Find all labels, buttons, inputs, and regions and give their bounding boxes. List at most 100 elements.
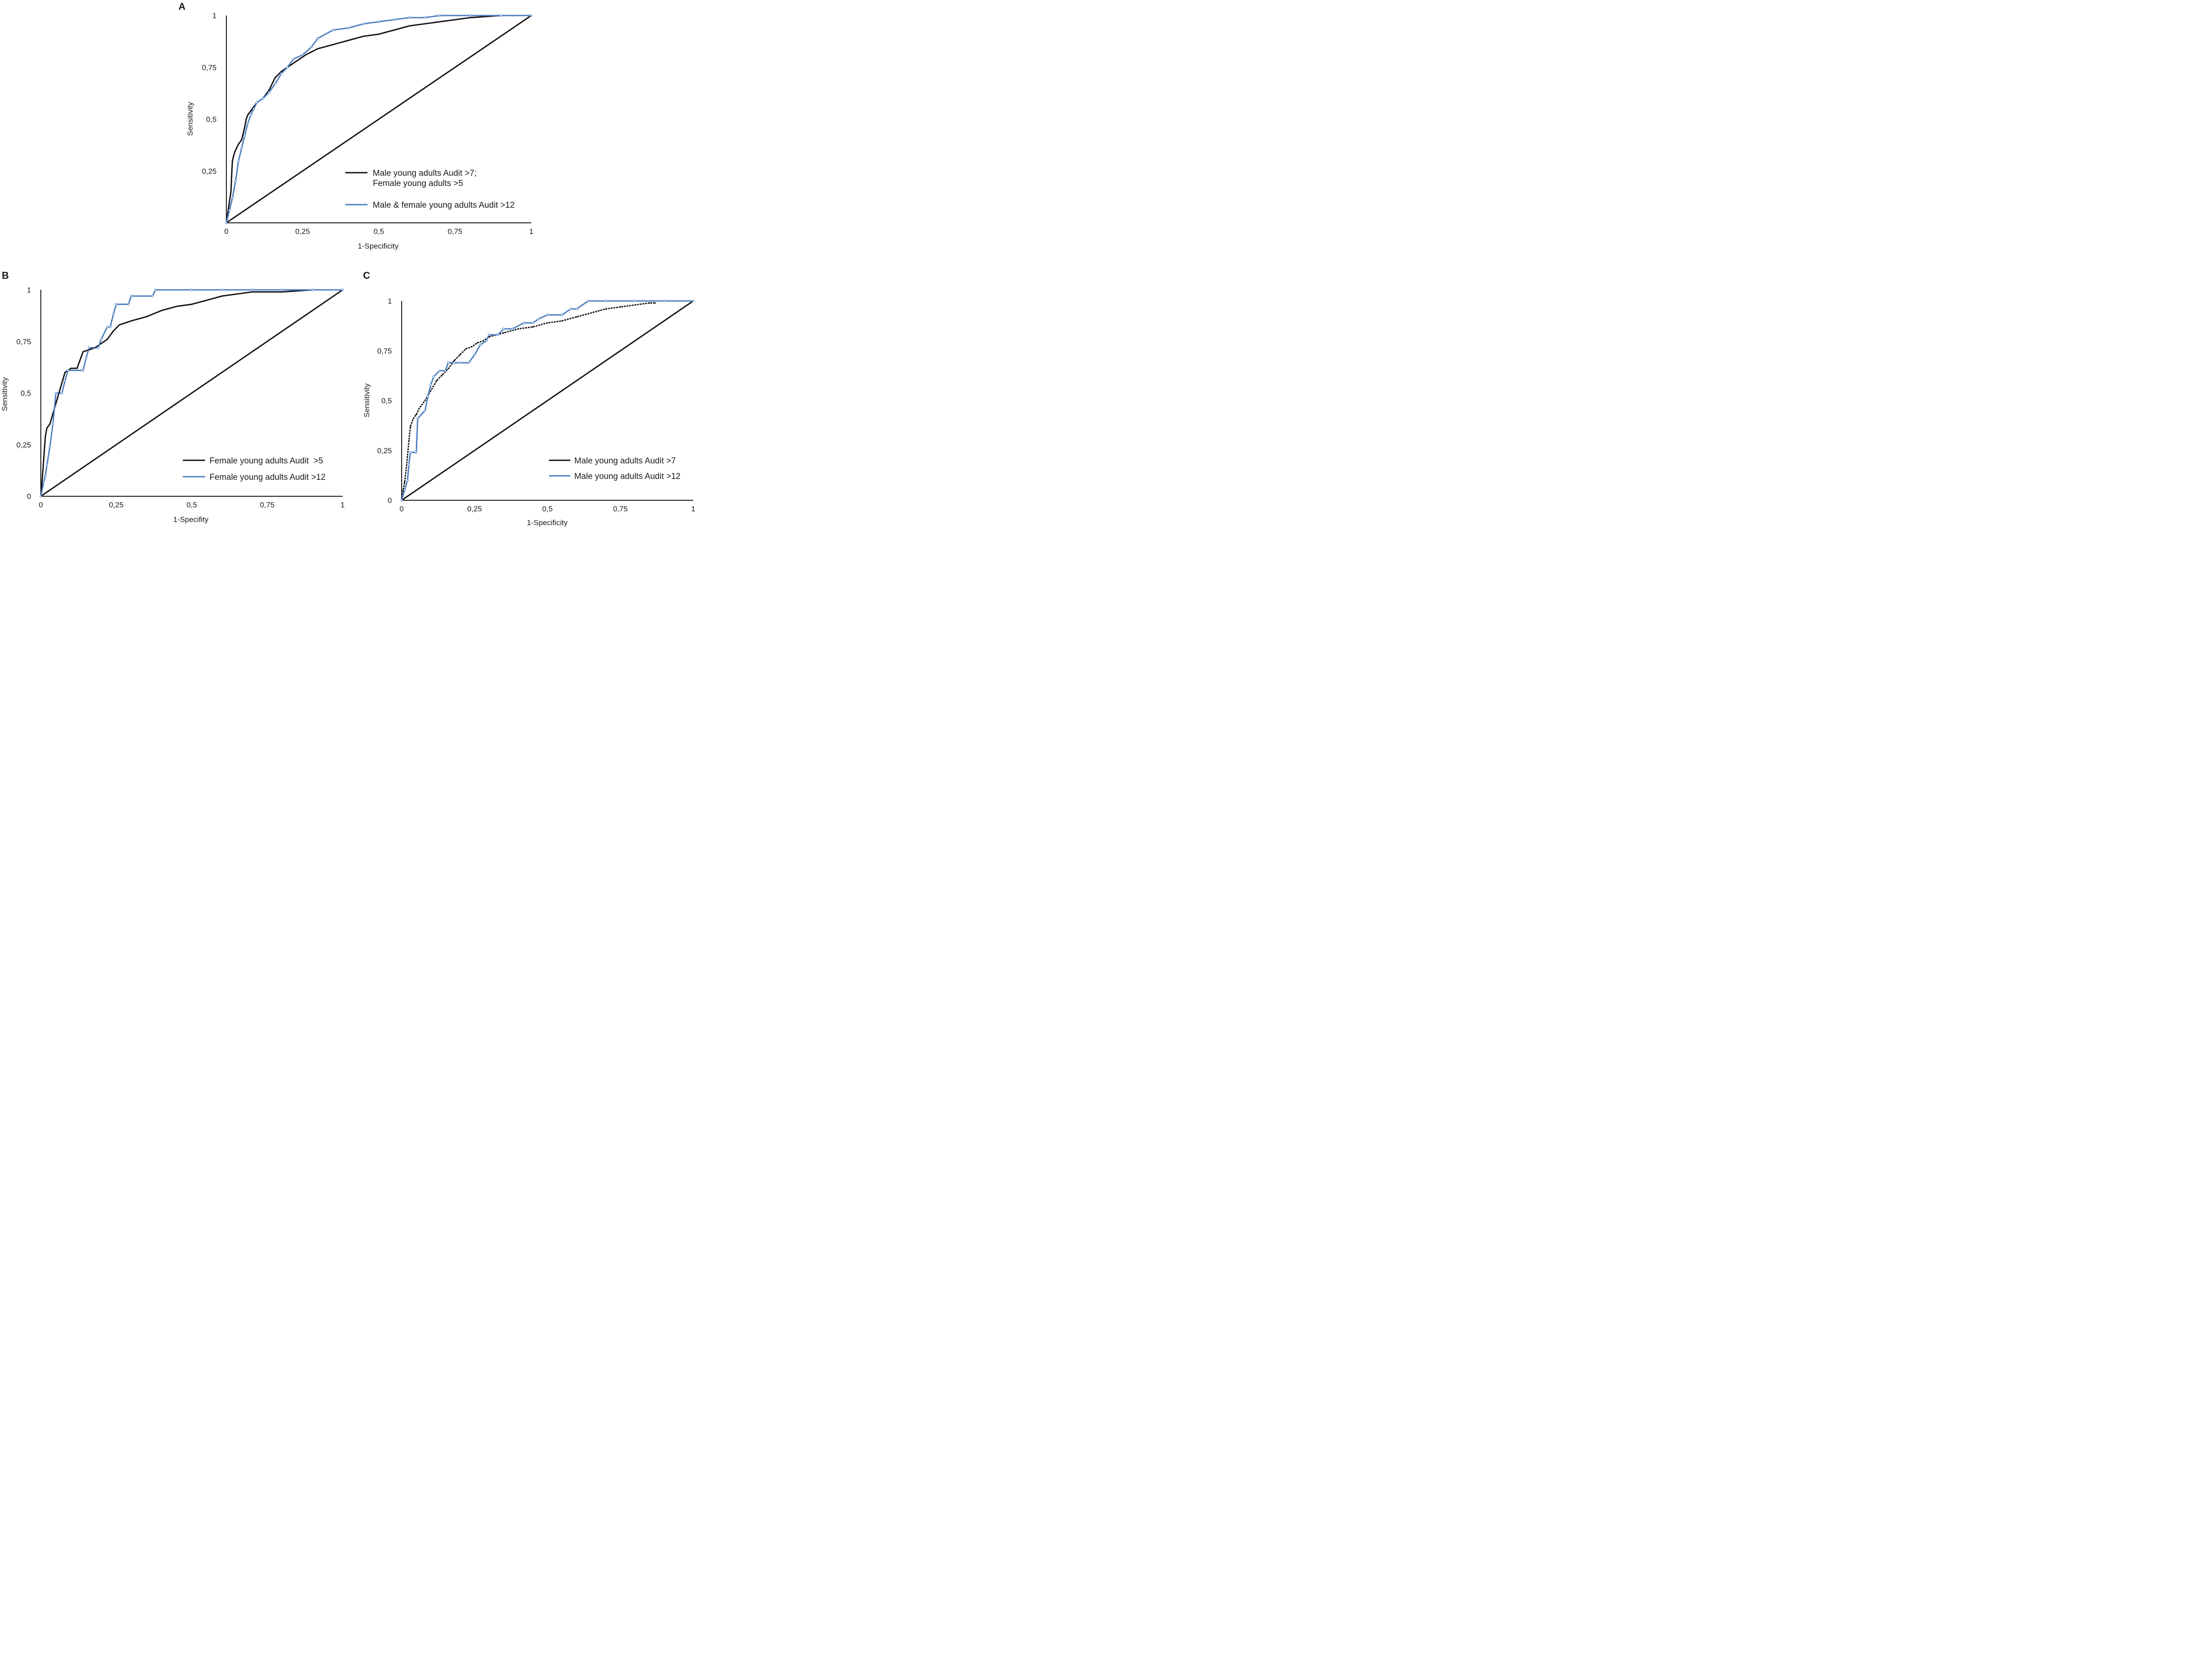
panel-b-ytick-1: 0,25 <box>16 441 31 449</box>
panel-c-series-1-point <box>405 470 407 471</box>
panel-a-series-1-point <box>424 23 425 25</box>
panel-c-xtick-4: 1 <box>691 505 695 513</box>
panel-a-series-2-point <box>530 14 533 17</box>
panel-b-series-1-point <box>49 423 51 425</box>
panel-a-series-2-point <box>237 159 240 162</box>
panel-a-series-1-point <box>229 201 230 203</box>
panel-b-series-1-point <box>61 382 63 384</box>
panel-b-series-2-point <box>63 379 67 382</box>
panel-b-ylabel: Sensitivity <box>0 377 9 411</box>
panel-b-series-2-point <box>82 369 85 372</box>
panel-b-xtick-0: 0 <box>39 501 43 509</box>
panel-a-series-1-point <box>230 191 232 193</box>
panel-c: C 0 0,25 0,5 0,75 1 0 0,25 0,5 0,75 1 Sensitivit… <box>363 270 695 527</box>
panel-c-series-1-line <box>401 302 656 501</box>
panel-b-y-ticks: 0 0,25 0,5 0,75 1 <box>16 286 31 501</box>
panel-c-series-2-point <box>444 369 447 372</box>
panel-c-series-1-point <box>517 328 519 330</box>
panel-a-series-1-point <box>253 106 255 107</box>
panel-c-series-2-point <box>415 451 418 454</box>
panel-a-xlabel: 1-Specificity <box>358 242 399 250</box>
panel-a-series-2-point <box>393 18 395 21</box>
panel-a-series-2-point <box>423 16 426 19</box>
panel-c-series-2-point <box>447 361 450 364</box>
panel-b-xtick-1: 0,25 <box>109 501 123 509</box>
panel-c-series-1-point <box>547 322 548 324</box>
panel-a-series-2-point <box>377 20 380 23</box>
panel-c-ytick-3: 0,75 <box>377 347 392 355</box>
panel-b-series-2-point <box>341 289 344 291</box>
panel-c-series-1-point <box>436 380 438 381</box>
panel-c-series-2-point <box>575 308 578 310</box>
panel-a-series-2-point <box>228 209 231 212</box>
panel-c-series-2-point <box>692 300 695 302</box>
panel-c-series-1-point <box>407 455 408 457</box>
panel-c-series-2-point <box>423 409 427 412</box>
panel-a-series-2-point <box>268 91 270 94</box>
panel-c-series-1-point <box>419 408 420 409</box>
panel-b-series-1-point <box>146 316 147 317</box>
panel-a-ylabel: Sensitivity <box>186 102 194 136</box>
panel-c-series-1-point <box>620 306 621 308</box>
panel-b-series-1-point <box>100 343 102 344</box>
panel-b-series-1-point <box>70 368 72 369</box>
panel-c-series-1-point <box>605 308 607 310</box>
panel-a-series-2-point <box>438 14 441 17</box>
panel-c-series-1-point <box>430 390 432 392</box>
panel-a-series-1-point <box>470 17 471 19</box>
panel-b-letter: B <box>2 270 9 281</box>
panel-b-series-1-point <box>221 295 223 297</box>
panel-b-series-2-point <box>60 392 63 395</box>
panel-c-series-1-point <box>634 304 636 306</box>
panel-b-series-1-point <box>281 291 283 293</box>
panel-b-series-1-point <box>64 372 66 373</box>
panel-b-series-2-point <box>97 346 100 349</box>
panel-b-series-1-point <box>112 330 114 332</box>
panel-b-series-1-point <box>46 427 47 429</box>
panel-b-series-2-point <box>100 338 103 341</box>
panel-a-series-2-point <box>347 27 350 29</box>
panel-c-series-2-point <box>488 333 490 336</box>
panel-a-series-2-point <box>246 122 249 125</box>
panel-a-series-2-point <box>243 134 246 137</box>
panel-c-series-1-point <box>415 414 417 415</box>
panel-c-series-2-point <box>473 353 476 356</box>
panel-c-series-1-point <box>655 302 656 304</box>
panel-a-series-1-point <box>439 21 441 23</box>
panel-b-series-2-point <box>281 289 284 291</box>
panel-a-series-2-point <box>332 28 335 32</box>
panel-a-series-1-point <box>232 160 233 162</box>
panel-b-ytick-2: 0,5 <box>20 389 31 398</box>
panel-c-series-1-point <box>488 336 490 338</box>
panel-a-series-1-point <box>244 127 245 128</box>
panel-c-y-ticks: 0 0,25 0,5 0,75 1 <box>377 297 392 505</box>
panel-c-series-2-point <box>633 300 636 302</box>
panel-b-series-1-point <box>42 477 43 479</box>
panel-c-x-ticks: 0 0,25 0,5 0,75 1 <box>399 505 695 513</box>
panel-a-series-2-point <box>310 45 313 48</box>
panel-a-series-2-point <box>231 197 234 199</box>
panel-a-series-2-point <box>316 37 319 40</box>
panel-c-series-1-point <box>442 374 443 376</box>
panel-a: A 0,25 0,5 0,75 1 0 0,25 0,5 0,75 1 Sensitivity… <box>178 1 533 250</box>
panel-a-series-2-point <box>408 16 411 19</box>
panel-c-letter: C <box>363 270 370 281</box>
roc-figure: A 0,25 0,5 0,75 1 0 0,25 0,5 0,75 1 Sensitivity… <box>0 1 695 527</box>
panel-c-series-1-point <box>410 426 411 427</box>
panel-c-series-1-point <box>453 360 455 362</box>
panel-a-series-1-point <box>280 71 282 72</box>
panel-c-series-2-point <box>531 321 534 324</box>
panel-a-series-1-point <box>292 63 294 64</box>
panel-a-series-2-point <box>301 53 304 56</box>
panel-a-series-2-point <box>362 22 365 25</box>
panel-b-series-2-point <box>127 303 130 306</box>
panel-a-series-1-point <box>408 25 410 27</box>
panel-b-series-1-point <box>55 403 57 404</box>
panel-b-series-2-point <box>85 356 87 360</box>
panel-c-series-2-point <box>523 321 525 324</box>
panel-a-series-1-point <box>268 89 270 91</box>
panel-a-series-1-point <box>332 44 334 45</box>
panel-b-series-2-point <box>190 289 193 291</box>
panel-b-series-2-point <box>40 495 42 498</box>
panel-a-series-1-point <box>242 133 244 134</box>
